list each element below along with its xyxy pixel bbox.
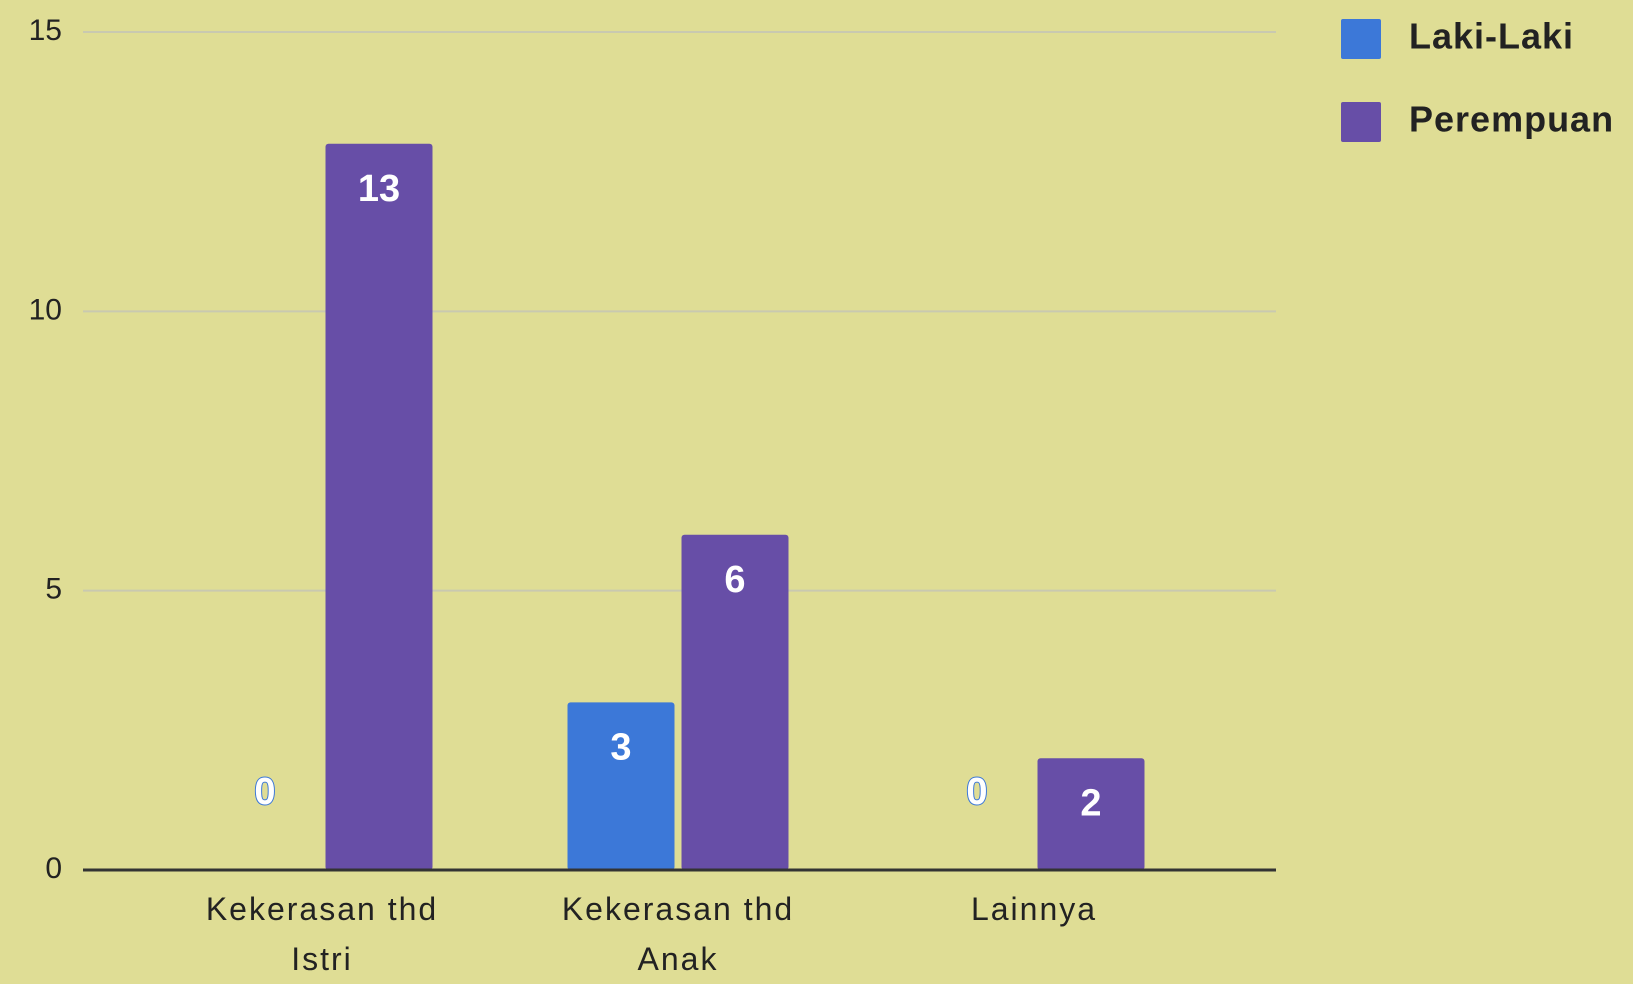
data-label: 0 <box>254 771 275 813</box>
bar <box>325 143 433 870</box>
data-label: 6 <box>724 559 745 601</box>
x-tick-label: Kekerasan thd Istri <box>205 891 439 977</box>
legend-swatch <box>1341 19 1381 59</box>
legend-label: Perempuan <box>1409 99 1614 140</box>
data-label: 2 <box>1080 782 1101 824</box>
x-tick-label: Lainnya <box>970 891 1098 927</box>
y-tick-label: 0 <box>45 852 62 885</box>
data-label: 0 <box>966 771 987 813</box>
y-tick-label: 15 <box>29 14 62 47</box>
data-label: 3 <box>610 726 631 768</box>
bar <box>681 534 789 870</box>
legend-label: Laki-Laki <box>1409 16 1574 57</box>
x-tick-label: Kekerasan thd Anak <box>561 891 795 977</box>
data-label: 13 <box>358 168 400 210</box>
bar <box>567 702 675 870</box>
legend-swatch <box>1341 102 1381 142</box>
bar <box>1037 758 1145 870</box>
y-tick-label: 10 <box>29 293 62 326</box>
y-tick-label: 5 <box>45 573 62 606</box>
